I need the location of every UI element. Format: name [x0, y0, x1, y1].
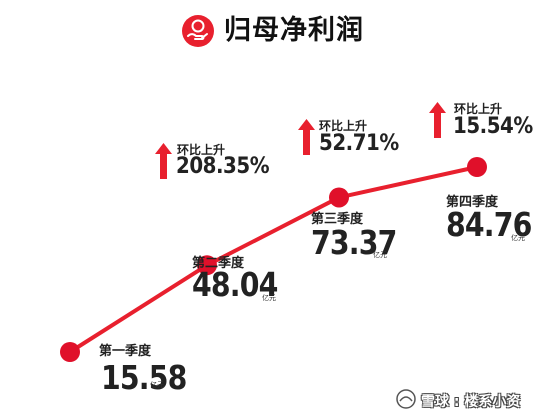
data-point-q4	[467, 157, 487, 177]
unit-label: 亿元	[373, 251, 387, 259]
quarter-label: 第二季度	[192, 256, 245, 271]
up-arrow-icon	[429, 102, 446, 138]
watermark-text: 雪球 : 楼系小资	[421, 394, 521, 410]
data-point-q3	[329, 187, 349, 208]
unit-label: 亿元	[150, 381, 164, 389]
growth-value: 15.54%	[453, 114, 533, 139]
snowball-logo-icon	[396, 389, 416, 409]
data-point-q2	[197, 255, 217, 276]
growth-label: 环比上升	[177, 143, 226, 157]
quarter-label: 第一季度	[99, 344, 152, 359]
up-arrow-icon	[298, 119, 315, 155]
profit-hand-icon	[182, 15, 214, 47]
quarter-label: 第三季度	[311, 212, 364, 227]
watermark: 雪球 : 楼系小资	[395, 389, 545, 410]
growth-label: 环比上升	[454, 102, 503, 116]
data-point-q1	[60, 342, 80, 362]
chart-title: 归母净利润	[224, 15, 364, 46]
quarter-value: 48.04	[192, 265, 278, 304]
unit-label: 亿元	[262, 294, 276, 302]
quarter-label: 第四季度	[446, 195, 499, 210]
chart-header: 归母净利润	[0, 14, 553, 58]
unit-label: 亿元	[511, 234, 525, 242]
quarter-value: 73.37	[311, 223, 397, 262]
quarter-value: 15.58	[101, 358, 187, 397]
series-line	[68, 165, 478, 354]
up-arrow-icon	[155, 143, 172, 179]
growth-value: 208.35%	[176, 154, 270, 179]
quarter-value: 84.76	[446, 205, 532, 244]
growth-label: 环比上升	[319, 119, 368, 133]
growth-value: 52.71%	[319, 131, 399, 156]
